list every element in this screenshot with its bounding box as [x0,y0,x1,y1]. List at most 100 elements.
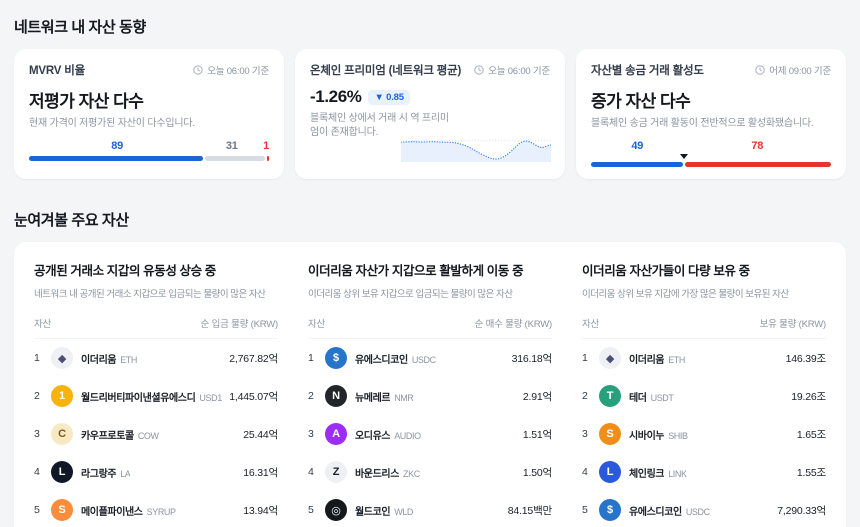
mvrv-distribution-bar [29,155,269,161]
asset-name: 라그랑주 LA [81,468,131,480]
asset-table-header: 자산 순 입금 물량 (KRW) [34,316,278,339]
bar-segment-overvalued [267,155,269,161]
asset-rank: 1 [582,352,588,364]
mvrv-count-undervalued: 89 [111,139,124,152]
premium-value-row: -1.26% ▼ 0.85 [310,87,550,107]
transfer-description: 블록체인 송금 거래 활동이 전반적으로 활성화됐습니다. [591,118,814,129]
asset-symbol: USDC [411,354,436,365]
asset-rank: 4 [34,466,40,478]
transfer-headline: 증가 자산 다수 [591,92,691,111]
asset-column-subtitle: 이더리움 상위 보유 지갑으로 입금되는 물량이 많은 자산 [308,289,513,300]
asset-row[interactable]: 1 ◆ 이더리움 ETH 2,767.82억 [34,339,278,377]
asset-column-title: 공개된 거래소 지갑의 유동성 상승 중 [34,264,216,278]
asset-row[interactable]: 4 L 라그랑주 LA 16.31억 [34,453,278,491]
transfer-count-increase: 49 [631,139,644,152]
usd1-icon: 1 [51,385,73,407]
asset-rank: 2 [308,390,314,402]
mvrv-card[interactable]: MVRV 비율 오늘 06:00 기준 저평가 자산 다수 현재 가격이 저평가… [14,49,284,179]
asset-column-subtitle: 이더리움 상위 보유 지갑에 가장 많은 물량이 보유된 자산 [582,289,789,300]
asset-row[interactable]: 4 L 체인링크 LINK 1.55조 [582,453,826,491]
asset-value: 7,290.33억 [777,504,826,517]
onchain-premium-card[interactable]: 온체인 프리미엄 (네트워크 평균) 오늘 06:00 기준 -1.26% ▼ … [295,49,565,179]
asset-symbol: ZKC [403,468,420,479]
asset-row[interactable]: 5 $ 유에스디코인 USDC 7,290.33억 [582,491,826,527]
bar-segment-undervalued [29,155,203,161]
mvrv-timestamp-text: 오늘 06:00 기준 [207,66,269,77]
asset-row[interactable]: 1 $ 유에스디코인 USDC 316.18억 [308,339,552,377]
numeraire-icon: N [325,385,347,407]
ethereum-icon: ◆ [599,347,621,369]
asset-row[interactable]: 2 T 테더 USDT 19.26조 [582,377,826,415]
clock-icon [755,65,765,75]
asset-value: 146.39조 [785,352,827,365]
asset-name: 시바이누 SHIB [629,430,688,442]
asset-rank: 3 [582,428,588,440]
asset-name: 월드리버티파이낸셜유에스디 USD1 [81,392,222,404]
asset-name: 뉴메레르 NMR [355,392,414,404]
asset-rank: 4 [308,466,314,478]
asset-column: 이더리움 자산가 지갑으로 활발하게 이동 중 이더리움 상위 보유 지갑으로 … [308,260,552,527]
asset-symbol: SHIB [668,430,688,441]
usdc-icon: $ [325,347,347,369]
asset-value: 316.18억 [511,352,553,365]
premium-timestamp-text: 오늘 06:00 기준 [488,66,550,77]
asset-rows: 1 ◆ 이더리움 ETH 146.39조 2 T 테더 USDT 19.26조 3 … [582,339,826,527]
asset-row[interactable]: 5 ◎ 월드코인 WLD 84.15백만 [308,491,552,527]
bar-segment-decrease [684,161,831,167]
asset-symbol: USDT [650,392,674,403]
mvrv-counts: 89 31 1 [29,140,269,152]
asset-rows: 1 $ 유에스디코인 USDC 316.18억 2 N 뉴메레르 NMR 2.91억… [308,339,552,527]
asset-value: 1.65조 [796,428,826,441]
transfer-timestamp: 어제 09:00 기준 [755,63,831,77]
maple-finance-icon: S [51,499,73,521]
premium-card-header: 온체인 프리미엄 (네트워크 평균) 오늘 06:00 기준 [310,62,550,78]
transfer-counts: 49 78 [591,140,831,152]
asset-table-header: 자산 순 매수 물량 (KRW) [308,316,552,339]
asset-value: 1.55조 [796,466,826,479]
asset-symbol: USDC [685,506,710,517]
asset-row[interactable]: 3 S 시바이누 SHIB 1.65조 [582,415,826,453]
asset-symbol: ETH [668,354,686,365]
asset-name: 유에스디코인 USDC [629,506,710,518]
asset-name: 오디유스 AUDIO [355,430,421,442]
asset-row[interactable]: 1 ◆ 이더리움 ETH 146.39조 [582,339,826,377]
asset-column-header: 자산 [34,319,52,330]
transfer-activity-card[interactable]: 자산별 송금 거래 활성도 어제 09:00 기준 증가 자산 다수 블록체인 … [576,49,846,179]
asset-column: 공개된 거래소 지갑의 유동성 상승 중 네트워크 내 공개된 거래소 지갑으로… [34,260,278,527]
transfer-card-label: 자산별 송금 거래 활성도 [591,65,704,77]
value-column-header: 순 매수 물량 (KRW) [474,319,553,330]
shiba-inu-icon: S [599,423,621,445]
bar-segment-neutral [204,155,266,161]
premium-description: 블록체인 상에서 거래 시 역 프리미엄이 존재합니다. [310,113,449,138]
premium-sparkline-chart [401,140,551,162]
asset-name: 체인링크 LINK [629,468,687,480]
asset-symbol: NMR [394,392,414,403]
asset-row[interactable]: 4 Z 바운드리스 ZKC 1.50억 [308,453,552,491]
premium-delta-badge: ▼ 0.85 [368,89,410,105]
value-column-header: 보유 물량 (KRW) [759,319,827,330]
audius-icon: A [325,423,347,445]
worldcoin-icon: ◎ [325,499,347,521]
asset-rank: 4 [582,466,588,478]
transfer-timestamp-text: 어제 09:00 기준 [769,66,831,77]
transfer-bar-wrap [591,153,831,167]
asset-symbol: LINK [668,468,687,479]
chainlink-icon: L [599,461,621,483]
transfer-distribution-bar [591,161,831,167]
asset-row[interactable]: 5 S 메이플파이낸스 SYRUP 13.94억 [34,491,278,527]
asset-column: 이더리움 자산가들이 다량 보유 중 이더리움 상위 보유 지갑에 가장 많은 … [582,260,826,527]
asset-row[interactable]: 3 A 오디유스 AUDIO 1.51억 [308,415,552,453]
asset-value: 2.91억 [522,390,552,403]
asset-row[interactable]: 3 C 카우프로토콜 COW 25.44억 [34,415,278,453]
asset-value: 1.50억 [522,466,552,479]
asset-column-header: 자산 [582,319,600,330]
asset-row[interactable]: 2 1 월드리버티파이낸셜유에스디 USD1 1,445.07억 [34,377,278,415]
boundary-marker-icon [679,153,688,159]
asset-table-header: 자산 보유 물량 (KRW) [582,316,826,339]
asset-rank: 2 [582,390,588,402]
asset-value: 25.44억 [243,428,278,441]
mvrv-count-neutral: 31 [225,139,238,152]
asset-name: 바운드리스 ZKC [355,468,420,480]
asset-row[interactable]: 2 N 뉴메레르 NMR 2.91억 [308,377,552,415]
clock-icon [474,65,484,75]
